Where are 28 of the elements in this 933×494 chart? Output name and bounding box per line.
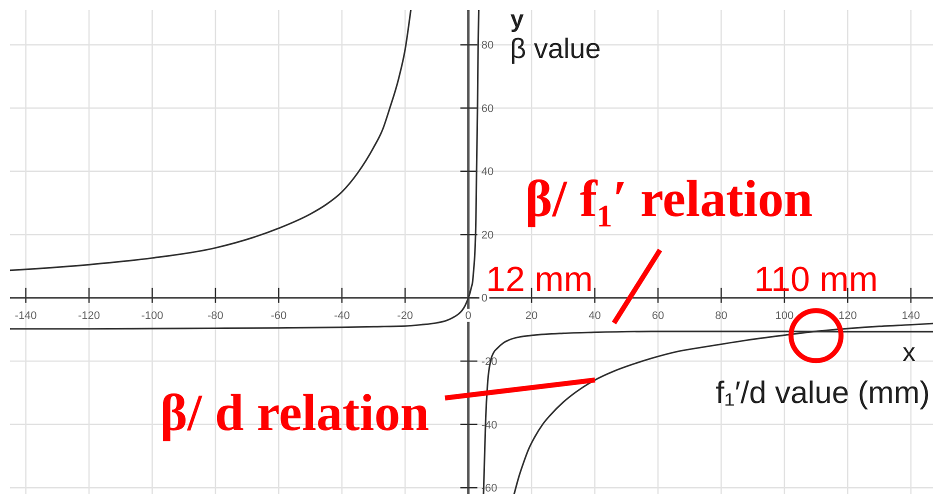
x-tick-label: 80	[715, 310, 728, 322]
y-tick-label: 0	[481, 292, 488, 305]
x-tick-label: -80	[208, 310, 224, 322]
y-axis-title: β value	[510, 33, 601, 64]
series-label: β/ d relation	[160, 385, 430, 442]
y-tick-label: 60	[481, 102, 494, 115]
x-tick-label: -40	[334, 310, 350, 322]
x-tick-label: -100	[141, 310, 164, 322]
x-tick-label: 40	[588, 310, 601, 322]
x-tick-label: -60	[270, 310, 287, 322]
annotation: y	[510, 6, 524, 33]
x-tick-label: -140	[14, 310, 37, 322]
x-tick-label: -20	[397, 310, 414, 322]
y-tick-label: 80	[481, 40, 494, 52]
x-tick-label: 20	[525, 310, 538, 322]
annotation: 12 mm	[486, 260, 593, 299]
annotation: 110 mm	[754, 260, 878, 299]
x-tick-label: 100	[775, 310, 794, 322]
y-tick-label: 20	[481, 229, 494, 242]
x-tick-label: 60	[652, 310, 664, 322]
legend-label: β/ f₁′ relation	[525, 171, 813, 228]
y-tick-label: 40	[481, 166, 494, 178]
x-tick-label: 120	[838, 310, 857, 322]
x-tick-label: -120	[78, 310, 100, 322]
annotation: x	[902, 337, 916, 367]
x-tick-label: 140	[902, 310, 920, 322]
x-tick-label: 0	[465, 310, 472, 322]
x-axis-title: f₁′/d value (mm)	[716, 375, 930, 410]
